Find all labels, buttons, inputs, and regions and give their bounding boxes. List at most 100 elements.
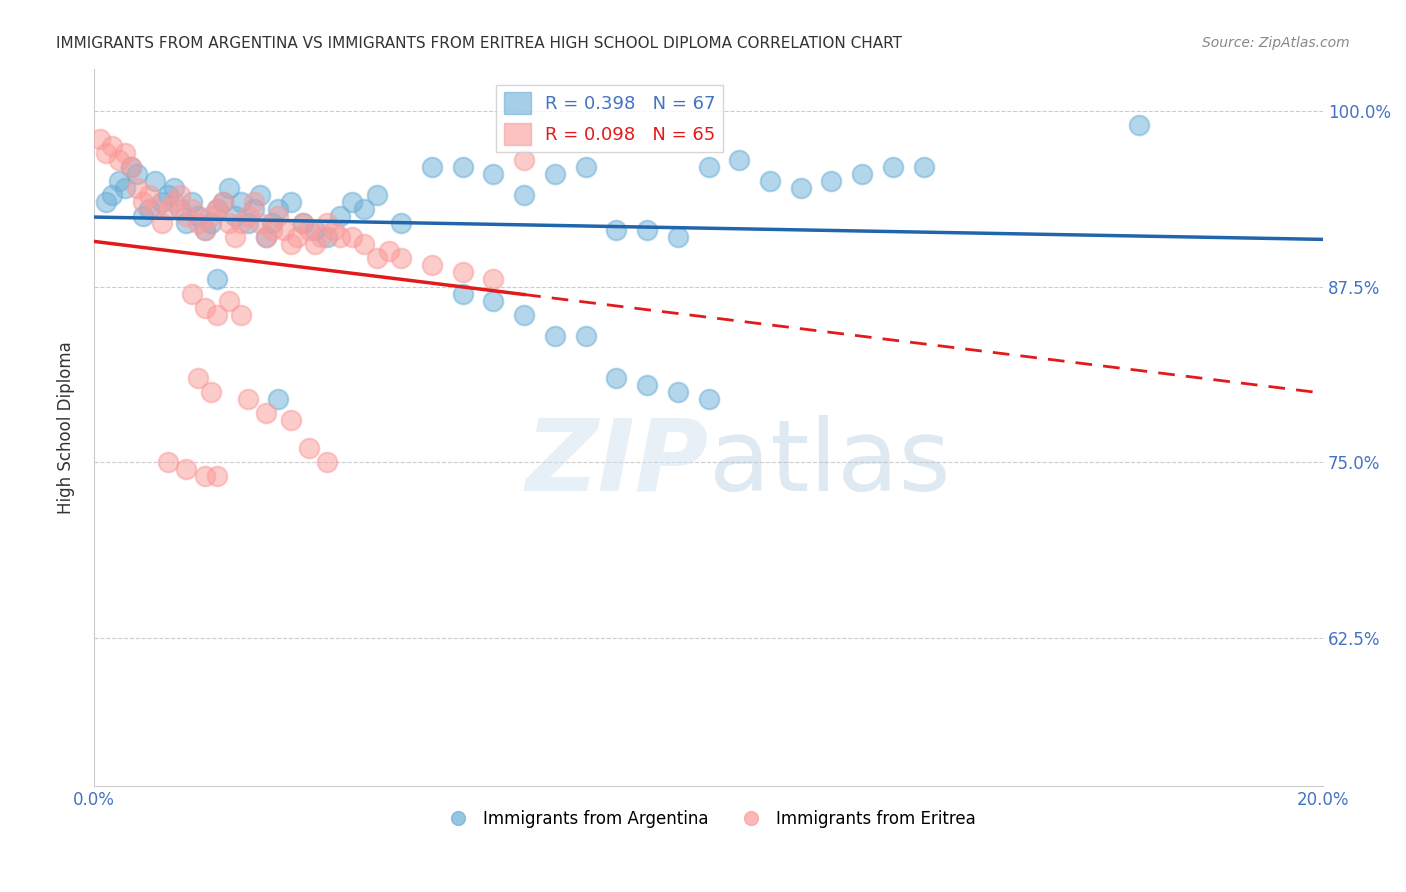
Point — [156, 188, 179, 202]
Point — [145, 202, 167, 216]
Point — [125, 167, 148, 181]
Point — [156, 202, 179, 216]
Point — [728, 153, 751, 167]
Text: ZIP: ZIP — [526, 415, 709, 511]
Point — [389, 252, 412, 266]
Point — [451, 286, 474, 301]
Point — [482, 272, 505, 286]
Legend: Immigrants from Argentina, Immigrants from Eritrea: Immigrants from Argentina, Immigrants fr… — [434, 804, 981, 835]
Point — [267, 209, 290, 223]
Point — [125, 181, 148, 195]
Point — [666, 384, 689, 399]
Point — [451, 160, 474, 174]
Text: Source: ZipAtlas.com: Source: ZipAtlas.com — [1202, 36, 1350, 50]
Point — [329, 230, 352, 244]
Point — [304, 223, 326, 237]
Point — [605, 371, 627, 385]
Point — [218, 181, 240, 195]
Point — [513, 308, 536, 322]
Point — [575, 160, 598, 174]
Text: atlas: atlas — [709, 415, 950, 511]
Point — [200, 216, 222, 230]
Point — [280, 195, 302, 210]
Point — [120, 160, 142, 174]
Point — [107, 174, 129, 188]
Point — [759, 174, 782, 188]
Point — [120, 160, 142, 174]
Point — [205, 469, 228, 483]
Point — [236, 216, 259, 230]
Point — [101, 139, 124, 153]
Point — [544, 328, 567, 343]
Point — [156, 455, 179, 469]
Point — [169, 188, 191, 202]
Point — [262, 216, 284, 230]
Point — [249, 188, 271, 202]
Point — [353, 202, 375, 216]
Point — [193, 301, 215, 315]
Point — [482, 293, 505, 308]
Point — [666, 230, 689, 244]
Point — [1128, 118, 1150, 132]
Point — [193, 223, 215, 237]
Point — [114, 181, 136, 195]
Point — [820, 174, 842, 188]
Point — [882, 160, 904, 174]
Point — [218, 216, 240, 230]
Point — [280, 413, 302, 427]
Point — [174, 216, 197, 230]
Point — [316, 455, 339, 469]
Point — [236, 209, 259, 223]
Point — [451, 265, 474, 279]
Point — [298, 223, 321, 237]
Point — [513, 153, 536, 167]
Point — [145, 174, 167, 188]
Point — [912, 160, 935, 174]
Point — [169, 202, 191, 216]
Point — [114, 145, 136, 160]
Point — [181, 202, 204, 216]
Point — [285, 230, 308, 244]
Point — [291, 216, 314, 230]
Point — [544, 167, 567, 181]
Point — [224, 230, 246, 244]
Point — [150, 195, 173, 210]
Point — [389, 216, 412, 230]
Point — [329, 209, 352, 223]
Point — [242, 202, 264, 216]
Point — [231, 216, 253, 230]
Point — [205, 308, 228, 322]
Point — [205, 202, 228, 216]
Point — [254, 230, 277, 244]
Point — [132, 195, 155, 210]
Point — [304, 237, 326, 252]
Point — [163, 195, 186, 210]
Point — [353, 237, 375, 252]
Point — [101, 188, 124, 202]
Point — [107, 153, 129, 167]
Point — [187, 216, 209, 230]
Point — [249, 216, 271, 230]
Point — [575, 328, 598, 343]
Point — [236, 392, 259, 406]
Point — [174, 209, 197, 223]
Point — [340, 230, 363, 244]
Point — [96, 195, 118, 210]
Point — [193, 223, 215, 237]
Point — [212, 195, 235, 210]
Point — [311, 230, 333, 244]
Point — [322, 223, 344, 237]
Point — [291, 216, 314, 230]
Point — [636, 223, 658, 237]
Point — [790, 181, 813, 195]
Point — [224, 209, 246, 223]
Point — [262, 223, 284, 237]
Point — [636, 378, 658, 392]
Point — [851, 167, 873, 181]
Point — [254, 406, 277, 420]
Point — [267, 392, 290, 406]
Point — [605, 223, 627, 237]
Point — [267, 202, 290, 216]
Point — [231, 308, 253, 322]
Point — [697, 160, 720, 174]
